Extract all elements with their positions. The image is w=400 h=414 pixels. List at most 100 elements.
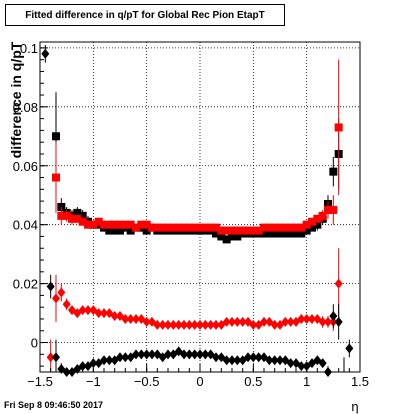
data-point-square [137,220,146,229]
data-point-diamond [174,319,183,330]
data-point-diamond [281,316,290,327]
data-point-square [126,226,135,235]
y-tick-label: 0.02 [13,277,38,292]
x-tick-label: 0.5 [244,374,262,389]
data-point-square [334,123,343,132]
data-point-square [78,217,87,226]
data-point-square [281,223,290,232]
data-point-square [308,217,316,226]
data-point-square [238,226,247,235]
data-point-square [94,217,103,226]
data-point-square [329,167,338,176]
data-point-square [292,223,300,232]
data-point-diamond [222,316,231,327]
data-point-diamond [249,319,258,330]
data-point-square [297,229,306,238]
data-point-square [126,220,135,229]
data-point-square [62,211,71,220]
data-point-square [217,232,226,241]
data-point-square [196,223,204,232]
data-point-square [265,229,274,238]
y-tick-label: 0 [31,336,38,351]
x-tick-label: −1 [86,374,101,389]
x-tick-label: 1 [303,374,310,389]
data-point-diamond [206,319,215,330]
data-point-diamond [228,316,236,327]
data-point-diamond [94,308,103,319]
data-point-diamond [196,349,204,360]
data-point-diamond [254,352,263,363]
data-point-diamond [180,349,188,360]
x-axis-label: η [351,399,358,414]
data-point-diamond [89,358,98,369]
data-point-square [78,211,87,220]
x-tick-label: −0.5 [134,374,160,389]
data-point-square [276,223,284,232]
data-point-diamond [169,319,178,330]
data-point-square [206,223,215,232]
data-point-diamond [286,358,295,369]
data-point-diamond [46,352,55,363]
data-point-diamond [334,278,343,289]
data-point-diamond [233,316,242,327]
data-point-diamond [212,319,220,330]
x-tick-label: −1.5 [27,374,53,389]
data-point-diamond [52,352,60,363]
data-point-diamond [265,355,274,366]
data-point-square [174,223,183,232]
data-point-square [276,229,284,238]
data-point-square [233,226,242,235]
data-point-square [201,223,210,232]
data-point-square [100,220,108,229]
data-point-diamond [318,316,327,327]
data-point-square [110,226,119,235]
x-tick-label: 0 [196,374,203,389]
data-point-square [254,226,263,235]
data-point-square [73,214,82,223]
data-point-square [313,220,322,229]
data-point-diamond [110,311,119,322]
data-point-square [185,223,194,232]
data-point-square [153,223,162,232]
data-point-square [57,211,66,220]
y-axis-label: difference in q/pT [8,41,24,158]
data-point-diamond [318,358,327,369]
data-point-diamond [212,352,220,363]
data-point-diamond [286,316,295,327]
data-point-diamond [78,305,87,316]
data-point-square [302,220,311,229]
data-point-square [68,214,76,223]
data-point-diamond [126,313,135,324]
data-point-diamond [233,355,242,366]
data-point-square [260,229,268,238]
data-point-diamond [153,319,162,330]
data-point-diamond [345,343,354,354]
axes: −1.5 −1 −0.5 0 0.5 1 1.5 0 0.02 0.04 0.06 0.08 0.1 [13,41,369,389]
data-point-diamond [329,311,338,322]
data-point-square [148,223,156,232]
data-point-diamond [116,352,124,363]
data-point-square [286,223,295,232]
data-point-diamond [142,316,151,327]
data-point-diamond [249,352,258,363]
data-point-diamond [302,313,311,324]
data-point-diamond [105,355,114,366]
y-tick-label: 0.04 [13,218,38,233]
data-point-square [142,220,151,229]
data-point-square [212,229,220,238]
data-point-diamond [297,361,306,372]
data-point-diamond [270,355,279,366]
data-point-square [52,173,60,182]
data-point-diamond [164,349,172,360]
data-point-square [302,226,311,235]
data-point-square [116,226,124,235]
data-point-square [222,226,231,235]
data-point-diamond [121,313,130,324]
y-tick-label: 0.06 [13,159,38,174]
data-point-diamond [158,319,167,330]
data-point-diamond [121,352,130,363]
data-point-diamond [185,319,194,330]
data-point-diamond [164,319,172,330]
data-point-diamond [308,313,316,324]
